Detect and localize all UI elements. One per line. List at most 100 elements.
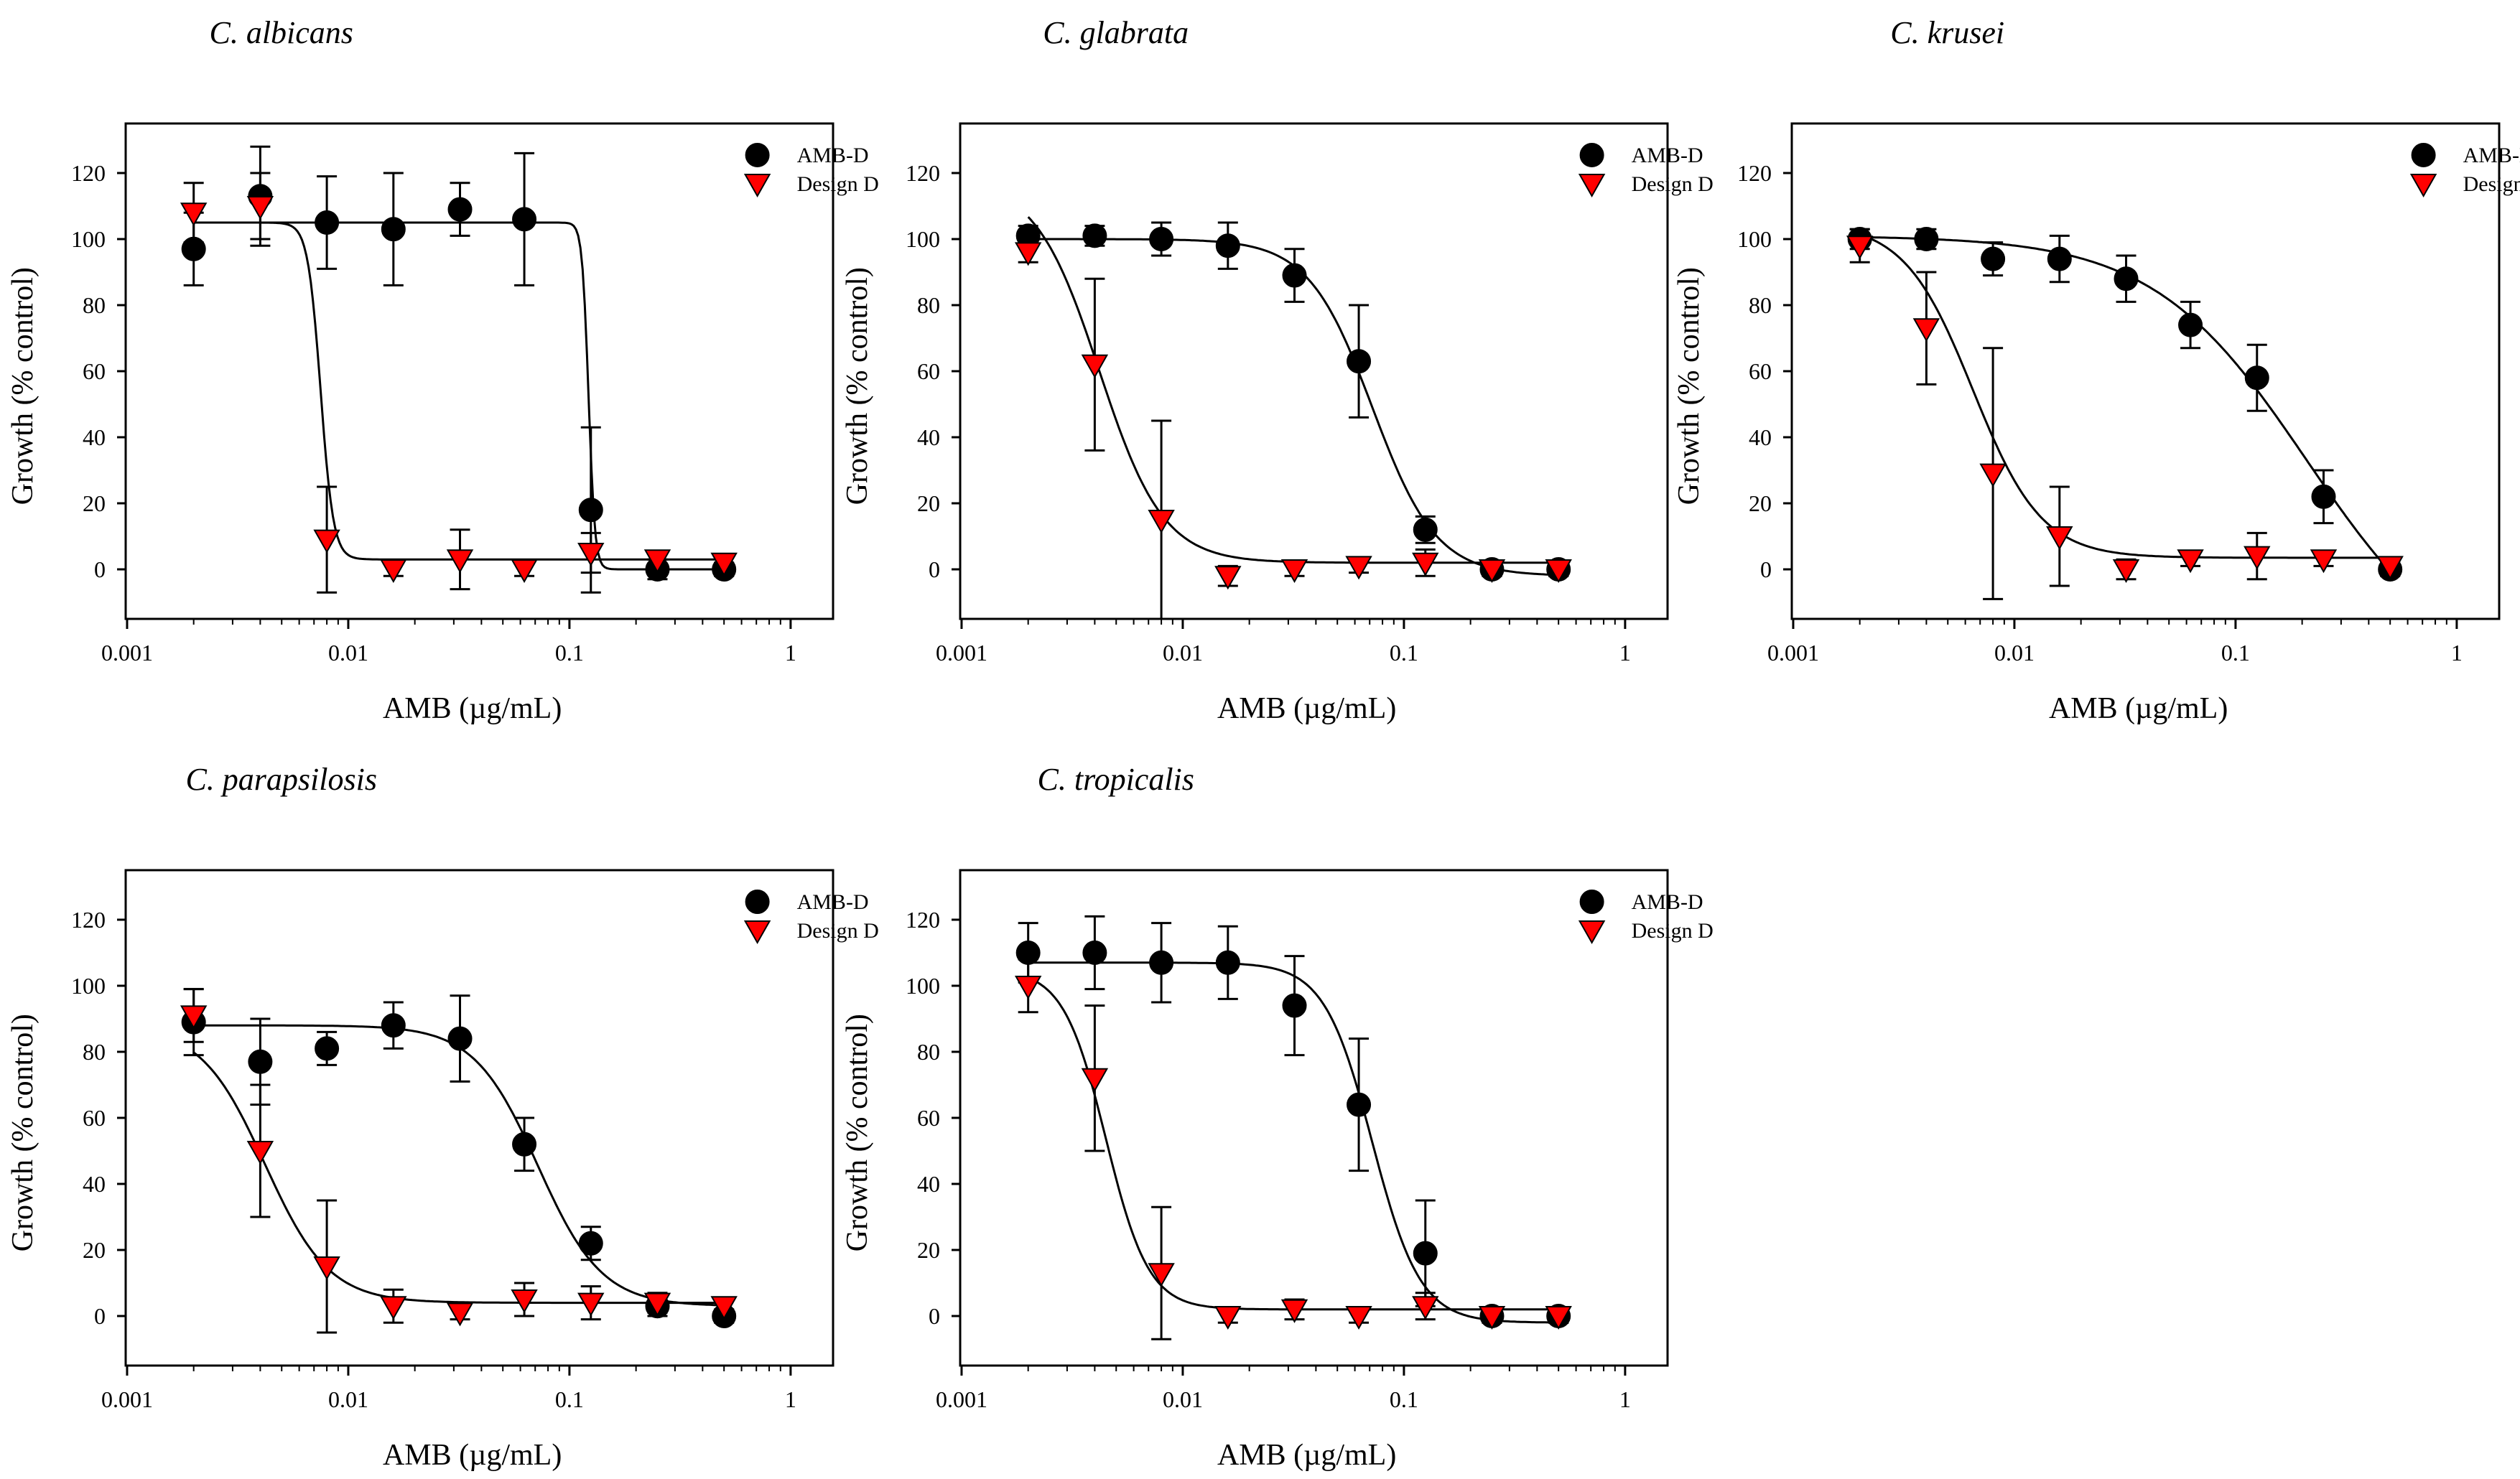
data-point-design-d bbox=[1014, 242, 1042, 266]
data-point-design-d bbox=[1912, 318, 1940, 342]
data-point-amb-d bbox=[1149, 227, 1174, 251]
y-tick-label: 0 bbox=[94, 1303, 106, 1329]
data-point-design-d bbox=[1412, 1296, 1439, 1320]
legend: AMB-D Design D bbox=[743, 890, 879, 945]
x-axis-label: AMB (µg/mL) bbox=[2049, 692, 2228, 725]
data-point-amb-d bbox=[1082, 941, 1107, 965]
data-point-design-d bbox=[577, 1292, 605, 1317]
y-tick-label: 80 bbox=[83, 1039, 106, 1065]
data-point-amb-d bbox=[315, 210, 340, 235]
data-point-design-d bbox=[710, 552, 738, 577]
data-point-design-d bbox=[2112, 559, 2140, 584]
x-axis-label: AMB (µg/mL) bbox=[383, 1439, 562, 1472]
data-point-amb-d bbox=[512, 207, 537, 232]
legend-marker-amb-d bbox=[1579, 143, 1604, 167]
data-point-design-d bbox=[2244, 546, 2271, 570]
legend-label-design-d: Design D bbox=[2463, 172, 2520, 196]
legend-label-design-d: Design D bbox=[797, 919, 879, 943]
y-tick-label: 100 bbox=[906, 226, 940, 252]
y-tick-label: 60 bbox=[917, 1105, 940, 1131]
data-point-design-d bbox=[1478, 559, 1506, 584]
legend-label-amb-d: AMB-D bbox=[1632, 144, 1703, 167]
data-point-amb-d bbox=[2244, 365, 2269, 391]
fit-curve-amb-d bbox=[1028, 961, 1559, 1324]
data-point-amb-d bbox=[381, 217, 406, 242]
chart-panel-3: C. krusei 0 20 40 60 80 100 120 0.001 0.01 0.1 1 AMB… bbox=[1673, 15, 2520, 725]
x-tick-label: 0.001 bbox=[101, 1386, 153, 1412]
data-point-amb-d bbox=[1215, 950, 1240, 975]
data-point-design-d bbox=[246, 1141, 274, 1165]
data-point-amb-d bbox=[1282, 993, 1307, 1018]
y-tick-label: 100 bbox=[71, 973, 106, 999]
data-point-amb-d bbox=[1015, 941, 1041, 965]
legend-marker-design-d bbox=[1578, 174, 1606, 198]
x-tick-label: 0.001 bbox=[936, 640, 987, 666]
x-tick-label: 0.01 bbox=[328, 640, 368, 666]
y-tick-label: 120 bbox=[71, 907, 106, 933]
data-point-design-d bbox=[1412, 552, 1439, 577]
data-point-amb-d bbox=[1347, 349, 1372, 374]
panel-title: C. krusei bbox=[1890, 15, 2004, 50]
data-point-amb-d bbox=[381, 1013, 406, 1038]
chart-panel-5: C. tropicalis 0 20 40 60 80 100 120 0.001 0.01 0.1… bbox=[841, 762, 1714, 1472]
fit-curve-design-d bbox=[1028, 976, 1559, 1311]
data-point-design-d bbox=[1148, 510, 1175, 534]
x-tick-label: 1 bbox=[1619, 1386, 1631, 1412]
data-point-amb-d bbox=[315, 1036, 340, 1061]
data-point-design-d bbox=[1545, 559, 1572, 584]
x-tick-label: 0.1 bbox=[2221, 640, 2250, 666]
data-point-amb-d bbox=[1347, 1092, 1372, 1117]
data-point-design-d bbox=[2177, 549, 2204, 574]
y-tick-label: 60 bbox=[83, 358, 106, 384]
legend-marker-design-d bbox=[1578, 920, 1606, 945]
y-tick-label: 60 bbox=[917, 358, 940, 384]
data-point-design-d bbox=[577, 543, 605, 567]
data-point-design-d bbox=[2310, 549, 2338, 574]
data-point-design-d bbox=[313, 1256, 340, 1281]
data-point-amb-d bbox=[2178, 312, 2203, 337]
data-point-design-d bbox=[446, 1302, 474, 1327]
x-axis-label: AMB (µg/mL) bbox=[383, 692, 562, 725]
data-point-design-d bbox=[1280, 1299, 1308, 1323]
y-tick-label: 0 bbox=[94, 556, 106, 582]
plot-frame bbox=[124, 869, 834, 1367]
x-tick-label: 1 bbox=[785, 1386, 796, 1412]
panel-title: C. albicans bbox=[209, 15, 353, 50]
y-tick-label: 120 bbox=[906, 907, 940, 933]
chart-panel-4: C. parapsilosis 0 20 40 60 80 100 120 0.001 0.01 0… bbox=[6, 762, 879, 1472]
data-point-amb-d bbox=[578, 1231, 603, 1256]
y-tick-label: 100 bbox=[71, 226, 106, 252]
data-point-design-d bbox=[1081, 1068, 1109, 1092]
y-tick-label: 40 bbox=[917, 424, 940, 450]
data-point-amb-d bbox=[2047, 246, 2072, 271]
legend: AMB-D Design D bbox=[1578, 890, 1714, 945]
data-point-design-d bbox=[313, 529, 340, 554]
legend-marker-design-d bbox=[743, 920, 771, 945]
data-point-design-d bbox=[246, 196, 274, 220]
data-point-design-d bbox=[1214, 1306, 1242, 1330]
x-tick-label: 1 bbox=[1619, 640, 1631, 666]
y-tick-label: 20 bbox=[83, 490, 106, 516]
legend-label-design-d: Design D bbox=[1632, 172, 1714, 196]
data-point-design-d bbox=[2046, 526, 2073, 551]
plot-frame bbox=[124, 122, 834, 620]
data-point-design-d bbox=[180, 202, 208, 227]
legend-label-design-d: Design D bbox=[1632, 919, 1714, 943]
panel-title: C. glabrata bbox=[1043, 15, 1189, 50]
data-point-design-d bbox=[643, 549, 671, 574]
y-axis-label: Growth (% control) bbox=[6, 1014, 39, 1251]
x-tick-label: 1 bbox=[785, 640, 796, 666]
x-tick-label: 0.01 bbox=[328, 1386, 368, 1412]
y-tick-label: 40 bbox=[1749, 424, 1772, 450]
data-point-design-d bbox=[1846, 235, 1874, 260]
y-tick-label: 20 bbox=[917, 1237, 940, 1263]
x-tick-label: 1 bbox=[2451, 640, 2463, 666]
fit-curve-design-d bbox=[193, 221, 725, 561]
x-tick-label: 0.1 bbox=[555, 640, 584, 666]
data-point-amb-d bbox=[1413, 1241, 1438, 1266]
legend-label-amb-d: AMB-D bbox=[797, 890, 869, 914]
data-point-design-d bbox=[180, 1005, 208, 1030]
y-tick-label: 0 bbox=[929, 556, 940, 582]
data-point-design-d bbox=[511, 559, 538, 584]
fit-curve-design-d bbox=[192, 1051, 725, 1305]
